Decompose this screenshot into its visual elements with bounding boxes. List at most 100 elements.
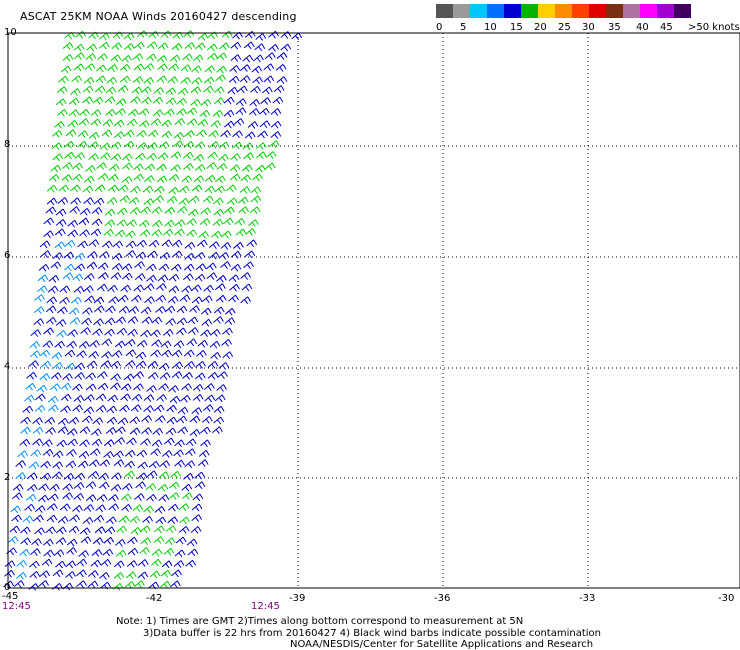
wind-barb xyxy=(151,229,163,238)
wind-barb xyxy=(55,537,67,545)
lat-lon-grid xyxy=(8,33,740,588)
wind-barb xyxy=(85,372,97,381)
wind-barb xyxy=(229,65,241,73)
wind-barb xyxy=(143,198,155,206)
wind-barb xyxy=(164,206,176,215)
wind-barb xyxy=(54,241,66,250)
wind-barb xyxy=(55,219,67,227)
wind-barb xyxy=(82,185,94,194)
wind-barb xyxy=(99,152,111,161)
wind-barb xyxy=(189,429,201,437)
wind-barb xyxy=(45,526,57,535)
wind-barb xyxy=(186,107,198,116)
wind-barb xyxy=(233,118,245,126)
wind-barb xyxy=(179,516,190,525)
wind-barb xyxy=(87,580,99,589)
wind-barb xyxy=(172,361,184,370)
wind-barb xyxy=(135,481,146,490)
wind-barb xyxy=(33,306,45,314)
wind-barb xyxy=(174,219,186,228)
wind-barb xyxy=(156,75,168,84)
scale-label: 30 xyxy=(582,22,595,33)
wind-barb xyxy=(199,109,211,118)
wind-barb xyxy=(67,229,79,238)
wind-barb xyxy=(236,85,248,94)
wind-barb xyxy=(99,41,110,50)
wind-barb xyxy=(83,197,94,205)
scale-swatch xyxy=(623,4,640,18)
wind-barb xyxy=(90,109,102,117)
map-title: ASCAT 25KM NOAA Winds 20160427 descendin… xyxy=(20,10,297,23)
wind-barb xyxy=(144,163,156,172)
wind-barb xyxy=(19,438,31,447)
wind-barb xyxy=(72,162,83,171)
wind-barb xyxy=(208,251,220,260)
wind-barb xyxy=(55,98,67,107)
wind-barb xyxy=(121,483,133,491)
note-line-3: NOAA/NESDIS/Center for Satellite Applica… xyxy=(290,639,594,650)
wind-barb xyxy=(76,350,87,359)
wind-barb xyxy=(110,382,121,391)
wind-barb xyxy=(191,296,203,305)
wind-barb xyxy=(145,263,157,272)
wind-barb xyxy=(245,228,256,236)
wind-barb xyxy=(125,571,137,580)
wind-barb xyxy=(254,43,266,52)
wind-barb xyxy=(99,459,111,468)
wind-barb xyxy=(121,153,133,162)
wind-barb xyxy=(161,349,172,358)
wind-barb xyxy=(239,186,251,194)
wind-barb xyxy=(146,470,158,479)
wind-barb xyxy=(181,383,192,391)
wind-barb xyxy=(132,163,144,172)
wind-barb xyxy=(32,438,43,447)
note-line-2: 3)Data buffer is 22 hrs from 20160427 4)… xyxy=(143,628,601,639)
wind-barb xyxy=(210,351,221,360)
wind-barb xyxy=(122,162,133,171)
wind-barb xyxy=(231,141,243,150)
wind-barb xyxy=(32,426,44,435)
wind-barb xyxy=(66,547,78,555)
wind-barb xyxy=(17,450,29,459)
wind-barb xyxy=(78,341,90,349)
wind-barb xyxy=(15,460,27,468)
wind-barb xyxy=(197,33,209,41)
wind-barb xyxy=(64,140,75,149)
wind-barb xyxy=(195,349,207,358)
wind-barb xyxy=(62,162,73,170)
wind-barb xyxy=(46,296,58,305)
wind-barb xyxy=(107,394,119,403)
wind-barb xyxy=(47,493,59,502)
wind-barb xyxy=(230,54,242,62)
wind-barb xyxy=(178,525,190,534)
wind-barb xyxy=(131,393,143,402)
wind-barb xyxy=(140,537,152,546)
wind-barb xyxy=(104,526,116,535)
wind-barb xyxy=(62,492,74,500)
wind-barb xyxy=(111,252,123,261)
wind-barb xyxy=(41,558,53,567)
wind-barb xyxy=(123,32,135,41)
wind-barb xyxy=(276,76,288,84)
wind-barb xyxy=(180,76,192,85)
wind-barb xyxy=(183,263,195,272)
wind-barb xyxy=(95,404,107,413)
wind-barb xyxy=(105,305,116,314)
wind-barb xyxy=(134,261,145,269)
wind-barb xyxy=(57,516,69,524)
wind-barb xyxy=(241,164,253,173)
wind-barb xyxy=(191,65,202,74)
wind-barb xyxy=(51,142,63,151)
wind-barb xyxy=(34,505,46,513)
wind-barb xyxy=(192,493,204,502)
wind-barb xyxy=(92,417,104,425)
wind-barb xyxy=(96,494,108,502)
wind-barb xyxy=(250,186,262,195)
wind-barb xyxy=(88,351,100,359)
wind-barb xyxy=(107,284,118,293)
wind-barb xyxy=(153,536,165,544)
wind-barb xyxy=(137,461,149,470)
wind-barb xyxy=(151,548,163,557)
wind-barb xyxy=(182,151,194,160)
wind-barb xyxy=(93,318,104,327)
